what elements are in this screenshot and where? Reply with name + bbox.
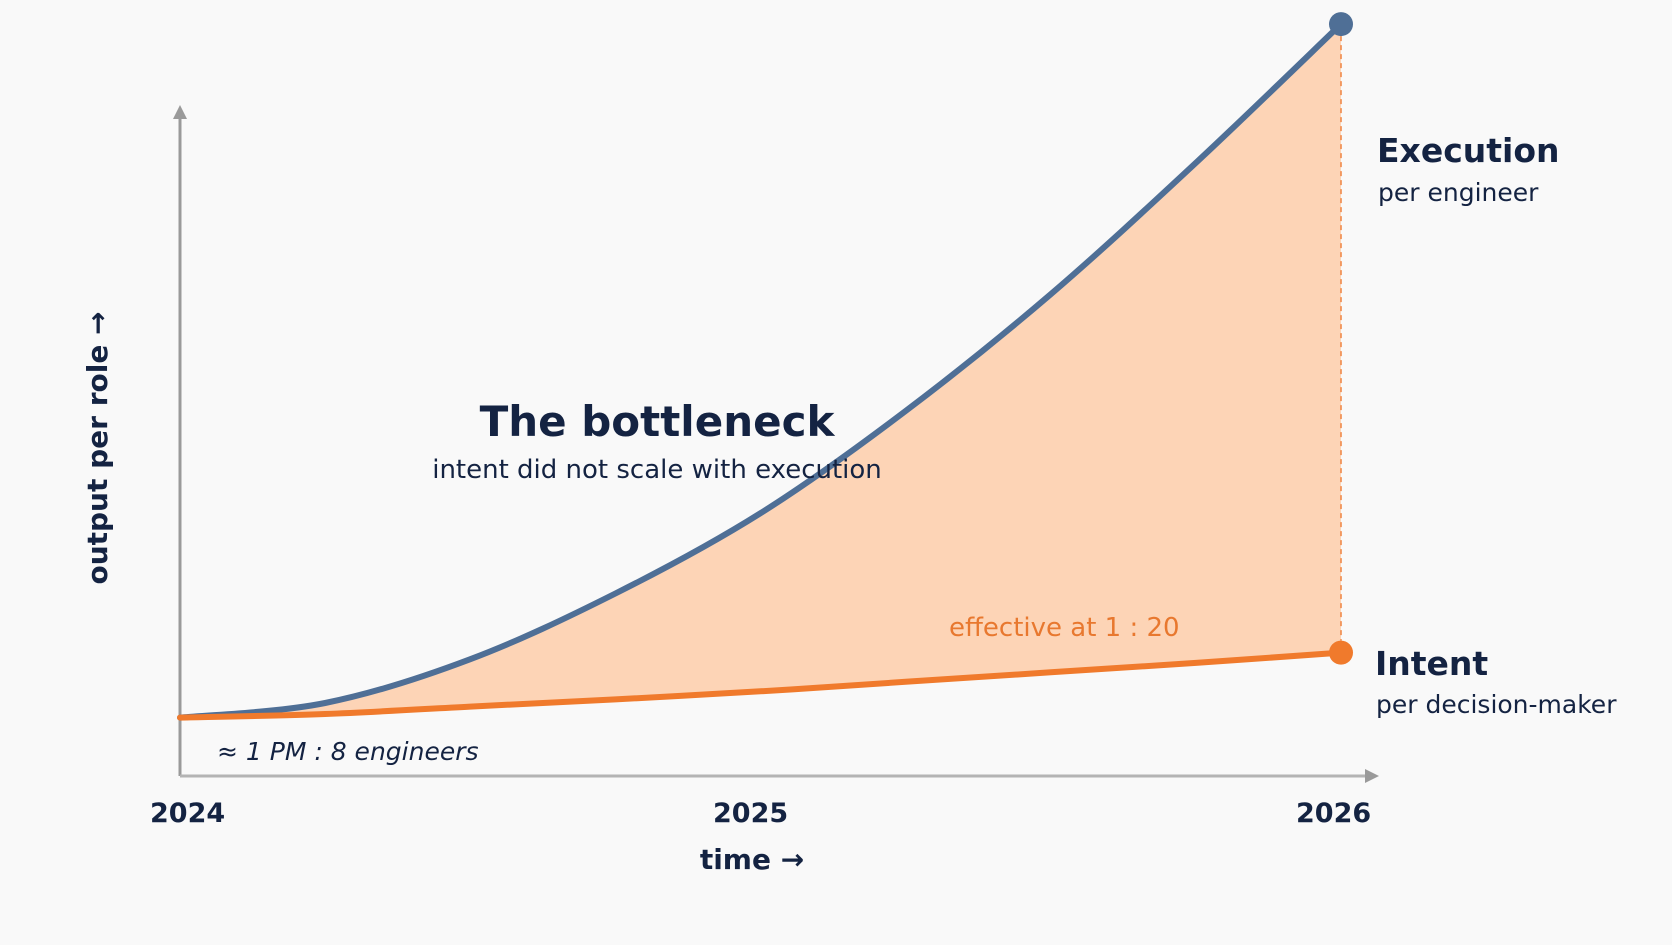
x-tick-2025: 2025 xyxy=(713,798,788,829)
execution-series-label: Execution xyxy=(1377,131,1560,170)
intent-line xyxy=(177,649,1344,721)
chart-title: The bottleneck xyxy=(480,397,836,446)
intent-series-sublabel: per decision-maker xyxy=(1376,690,1617,719)
x-tick-2026: 2026 xyxy=(1296,798,1371,829)
gap-area xyxy=(180,24,1341,718)
execution-series-sublabel: per engineer xyxy=(1378,178,1539,207)
execution-line xyxy=(177,21,1344,721)
y-axis-label: output per role → xyxy=(81,311,114,584)
ratio-annotation-effective: effective at 1 : 20 xyxy=(949,613,1180,643)
intent-end-point xyxy=(1329,640,1353,665)
chart-subtitle: intent did not scale with execution xyxy=(432,455,882,485)
ratio-annotation-baseline: ≈ 1 PM : 8 engineers xyxy=(217,737,479,766)
x-tick-2024: 2024 xyxy=(150,798,225,829)
intent-series-label: Intent xyxy=(1375,644,1488,683)
execution-end-point xyxy=(1329,12,1353,37)
x-axis-label: time → xyxy=(700,843,804,876)
